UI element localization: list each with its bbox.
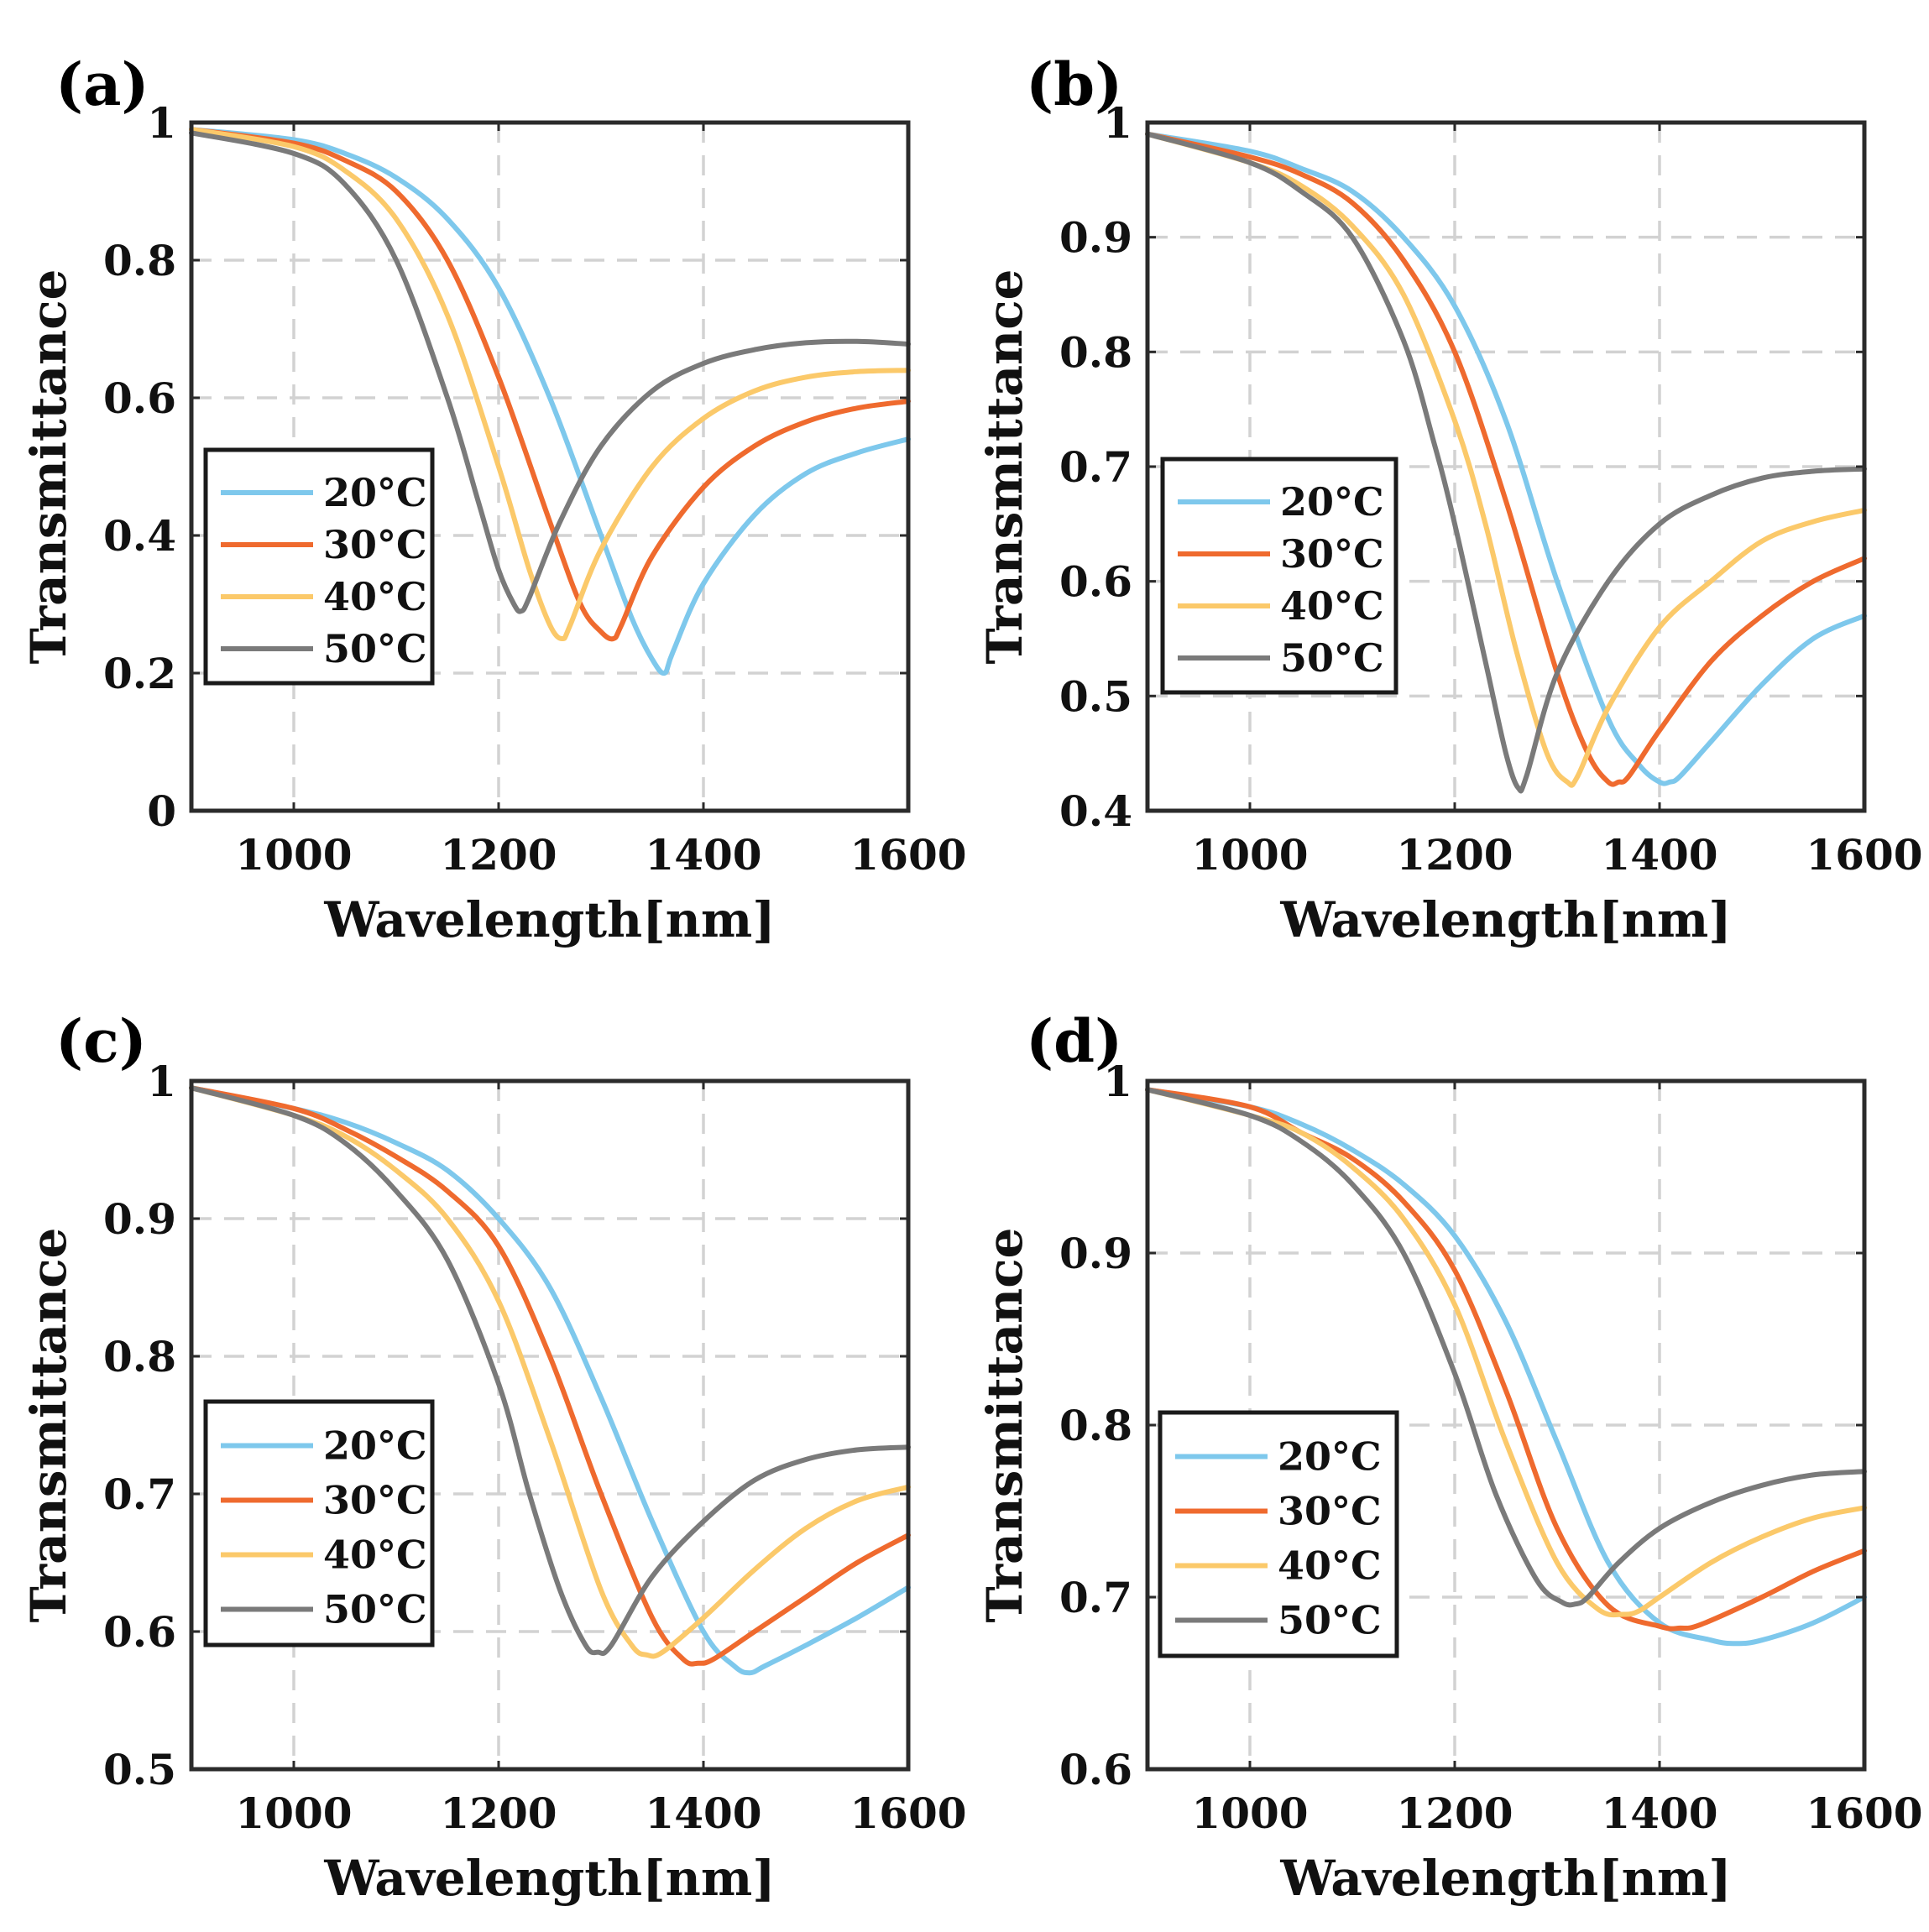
legend-label: 40°C	[1280, 583, 1384, 629]
legend-label: 50°C	[1280, 635, 1384, 681]
y-tick-label: 0.8	[1059, 1401, 1132, 1450]
y-tick-label: 1	[1103, 1057, 1132, 1106]
y-axis-label: Transmittance	[976, 1228, 1033, 1623]
legend-label: 20°C	[323, 1423, 427, 1469]
y-tick-label: 0.7	[1059, 1573, 1132, 1622]
x-tick-label: 1600	[849, 830, 966, 880]
y-tick-label: 0.4	[1059, 786, 1132, 836]
legend: 20°C 30°C 40°C 50°C	[203, 1399, 435, 1647]
y-tick-label: 0.6	[103, 1607, 176, 1657]
legend-label: 20°C	[1278, 1434, 1382, 1480]
chart-panel-d: 1000 1200 1400 1600 0.6 0.7 0.8 0.9 1 Wavelength[…	[976, 1006, 1923, 1907]
plot-frame	[189, 120, 911, 813]
y-tick-label: 0.8	[103, 1332, 176, 1381]
x-axis-label: Wavelength[nm]	[323, 1850, 775, 1907]
legend-label: 30°C	[323, 522, 427, 567]
series-line-20c	[189, 127, 911, 676]
series-line-40c	[189, 127, 911, 642]
y-tick-label: 0.7	[1059, 442, 1132, 492]
y-tick-label: 0.5	[1059, 671, 1132, 721]
y-tick-label: 0.6	[1059, 1745, 1132, 1794]
panel-label: (a)	[55, 50, 149, 119]
legend-label: 30°C	[1278, 1489, 1382, 1534]
panel-label: (d)	[1026, 1006, 1122, 1076]
x-tick-label: 1400	[645, 1788, 761, 1838]
x-tick-label: 1000	[1191, 1788, 1308, 1838]
y-axis-label: Transmittance	[20, 1228, 77, 1623]
legend-label: 20°C	[1280, 479, 1384, 525]
x-tick-label: 1600	[1806, 1788, 1922, 1838]
series-line-20c	[1145, 1087, 1867, 1647]
x-tick-label: 1000	[1191, 830, 1308, 880]
series-line-40c	[1145, 1087, 1867, 1618]
legend: 20°C 30°C 40°C 50°C	[1160, 457, 1398, 695]
x-tick-label: 1200	[1396, 830, 1513, 880]
legend-box	[203, 1399, 435, 1647]
y-tick-label: 0.8	[1059, 327, 1132, 377]
series-line-40c	[189, 1085, 911, 1659]
y-tick-label: 0.9	[103, 1194, 176, 1244]
series-line-20c	[1145, 131, 1867, 786]
legend-box	[1160, 457, 1398, 695]
plot-frame	[189, 1078, 911, 1772]
legend-label: 40°C	[1278, 1543, 1382, 1589]
x-tick-label: 1400	[1601, 1788, 1717, 1838]
x-tick-label: 1600	[1806, 830, 1922, 880]
x-tick-label: 1600	[849, 1788, 966, 1838]
legend-box	[1158, 1410, 1399, 1658]
chart-panel-c: 1000 1200 1400 1600 0.5 0.6 0.7 0.8 0.9 1 Waveleng…	[20, 1006, 967, 1907]
y-axis-label: Transmittance	[20, 269, 77, 665]
x-tick-label: 1200	[440, 830, 557, 880]
legend-label: 50°C	[323, 1587, 427, 1632]
y-tick-label: 0.6	[103, 373, 176, 423]
x-tick-label: 1000	[235, 830, 352, 880]
y-tick-label: 0.9	[1059, 213, 1132, 263]
series-line-20c	[189, 1085, 911, 1676]
series-line-50c	[189, 130, 911, 614]
y-tick-label: 0.6	[1059, 557, 1132, 607]
x-tick-label: 1200	[1396, 1788, 1513, 1838]
x-tick-label: 1200	[440, 1788, 557, 1838]
x-tick-label: 1400	[645, 830, 761, 880]
x-tick-label: 1400	[1601, 830, 1717, 880]
y-tick-label: 0.9	[1059, 1229, 1132, 1278]
y-tick-label: 1	[147, 1057, 176, 1106]
series-line-50c	[1145, 1087, 1867, 1608]
series-line-30c	[189, 127, 911, 642]
chart-panel-b: 1000 1200 1400 1600 0.4 0.5 0.6 0.7 0.8 0.9 1 Wavel…	[976, 50, 1923, 948]
legend-label: 50°C	[323, 626, 427, 671]
y-tick-label: 0.2	[103, 649, 176, 698]
y-tick-label: 0	[147, 786, 176, 836]
y-tick-label: 0.7	[103, 1470, 176, 1519]
y-tick-label: 0.5	[103, 1745, 176, 1794]
y-tick-label: 1	[1103, 98, 1132, 148]
y-tick-label: 0.4	[103, 511, 176, 561]
legend-label: 20°C	[323, 470, 427, 515]
x-axis-label: Wavelength[nm]	[1279, 891, 1731, 948]
series-line-30c	[189, 1085, 911, 1667]
legend-label: 50°C	[1278, 1598, 1382, 1643]
legend-label: 40°C	[323, 1533, 427, 1578]
chart-panel-a: 1000 1200 1400 1600 0 0.2 0.4 0.6 0.8 1 Wavelength…	[20, 50, 967, 948]
series-line-50c	[189, 1085, 911, 1657]
legend-box	[203, 447, 435, 686]
legend-label: 30°C	[1280, 531, 1384, 577]
y-axis-label: Transmittance	[976, 269, 1033, 665]
legend: 20°C 30°C 40°C 50°C	[203, 447, 435, 686]
legend-label: 30°C	[323, 1478, 427, 1523]
y-tick-label: 1	[147, 98, 176, 148]
x-axis-label: Wavelength[nm]	[1279, 1850, 1731, 1907]
legend-label: 40°C	[323, 574, 427, 619]
series-line-30c	[1145, 131, 1867, 787]
y-tick-label: 0.8	[103, 236, 176, 285]
legend: 20°C 30°C 40°C 50°C	[1158, 1410, 1399, 1658]
series-line-40c	[1145, 131, 1867, 788]
series-line-50c	[1145, 131, 1867, 794]
panel-label: (b)	[1026, 50, 1122, 119]
x-tick-label: 1000	[235, 1788, 352, 1838]
x-axis-label: Wavelength[nm]	[323, 891, 775, 948]
panel-label: (c)	[55, 1006, 147, 1076]
